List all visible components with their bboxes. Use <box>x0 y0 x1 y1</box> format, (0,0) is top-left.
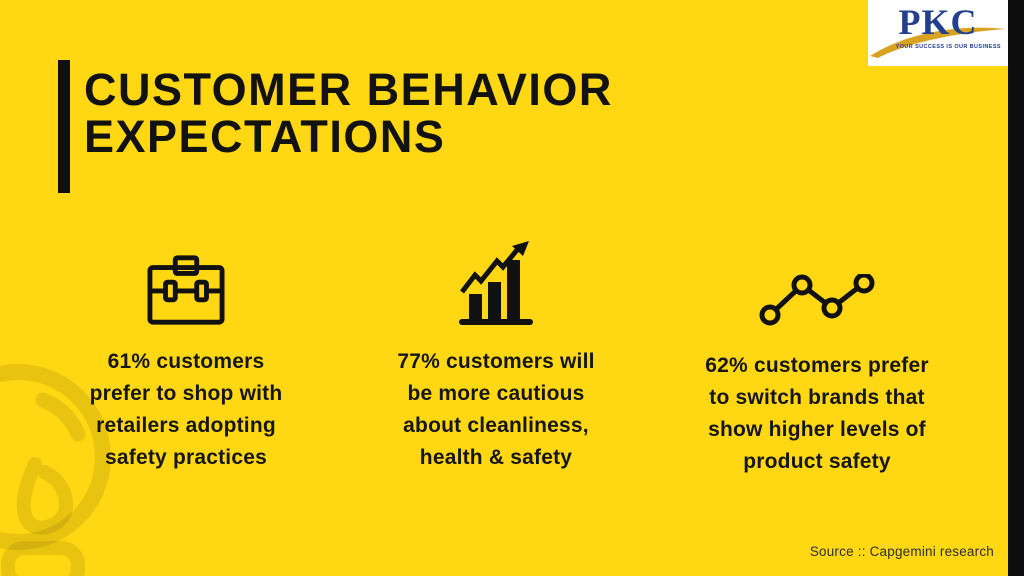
title-accent-rule <box>58 60 70 193</box>
stat-safety-practices: 61% customers prefer to shop with retail… <box>42 238 330 478</box>
stats-row: 61% customers prefer to shop with retail… <box>42 238 972 478</box>
page-title-line2: EXPECTATIONS <box>84 111 446 162</box>
lightbulb-watermark-icon <box>0 364 111 576</box>
logo-wordmark: PKC <box>898 2 978 42</box>
logo-swoosh-icon <box>870 27 1006 58</box>
stat-text: 77% customers will be more cautious abou… <box>397 350 595 469</box>
logo-tagline: YOUR SUCCESS IS OUR BUSINESS <box>895 44 1001 50</box>
stat-switch-brands: 62% customers prefer to switch brands th… <box>662 238 972 478</box>
pkc-logo: PKC YOUR SUCCESS IS OUR BUSINESS <box>868 0 1008 66</box>
stat-text: 62% customers prefer to switch brands th… <box>705 354 929 473</box>
page-title-line1: CUSTOMER BEHAVIOR <box>84 64 613 115</box>
slide-edge-accent-bar <box>1008 0 1024 576</box>
source-attribution: Source :: Capgemini research <box>809 544 994 559</box>
line-chart-icon <box>759 274 875 326</box>
stat-text: 61% customers prefer to shop with retail… <box>89 350 283 469</box>
stat-cautious-cleanliness: 77% customers will be more cautious abou… <box>346 238 646 478</box>
page-title: CUSTOMER BEHAVIOR EXPECTATIONS <box>84 66 613 160</box>
bar-chart-growth-icon <box>459 241 533 325</box>
briefcase-icon <box>147 255 225 325</box>
